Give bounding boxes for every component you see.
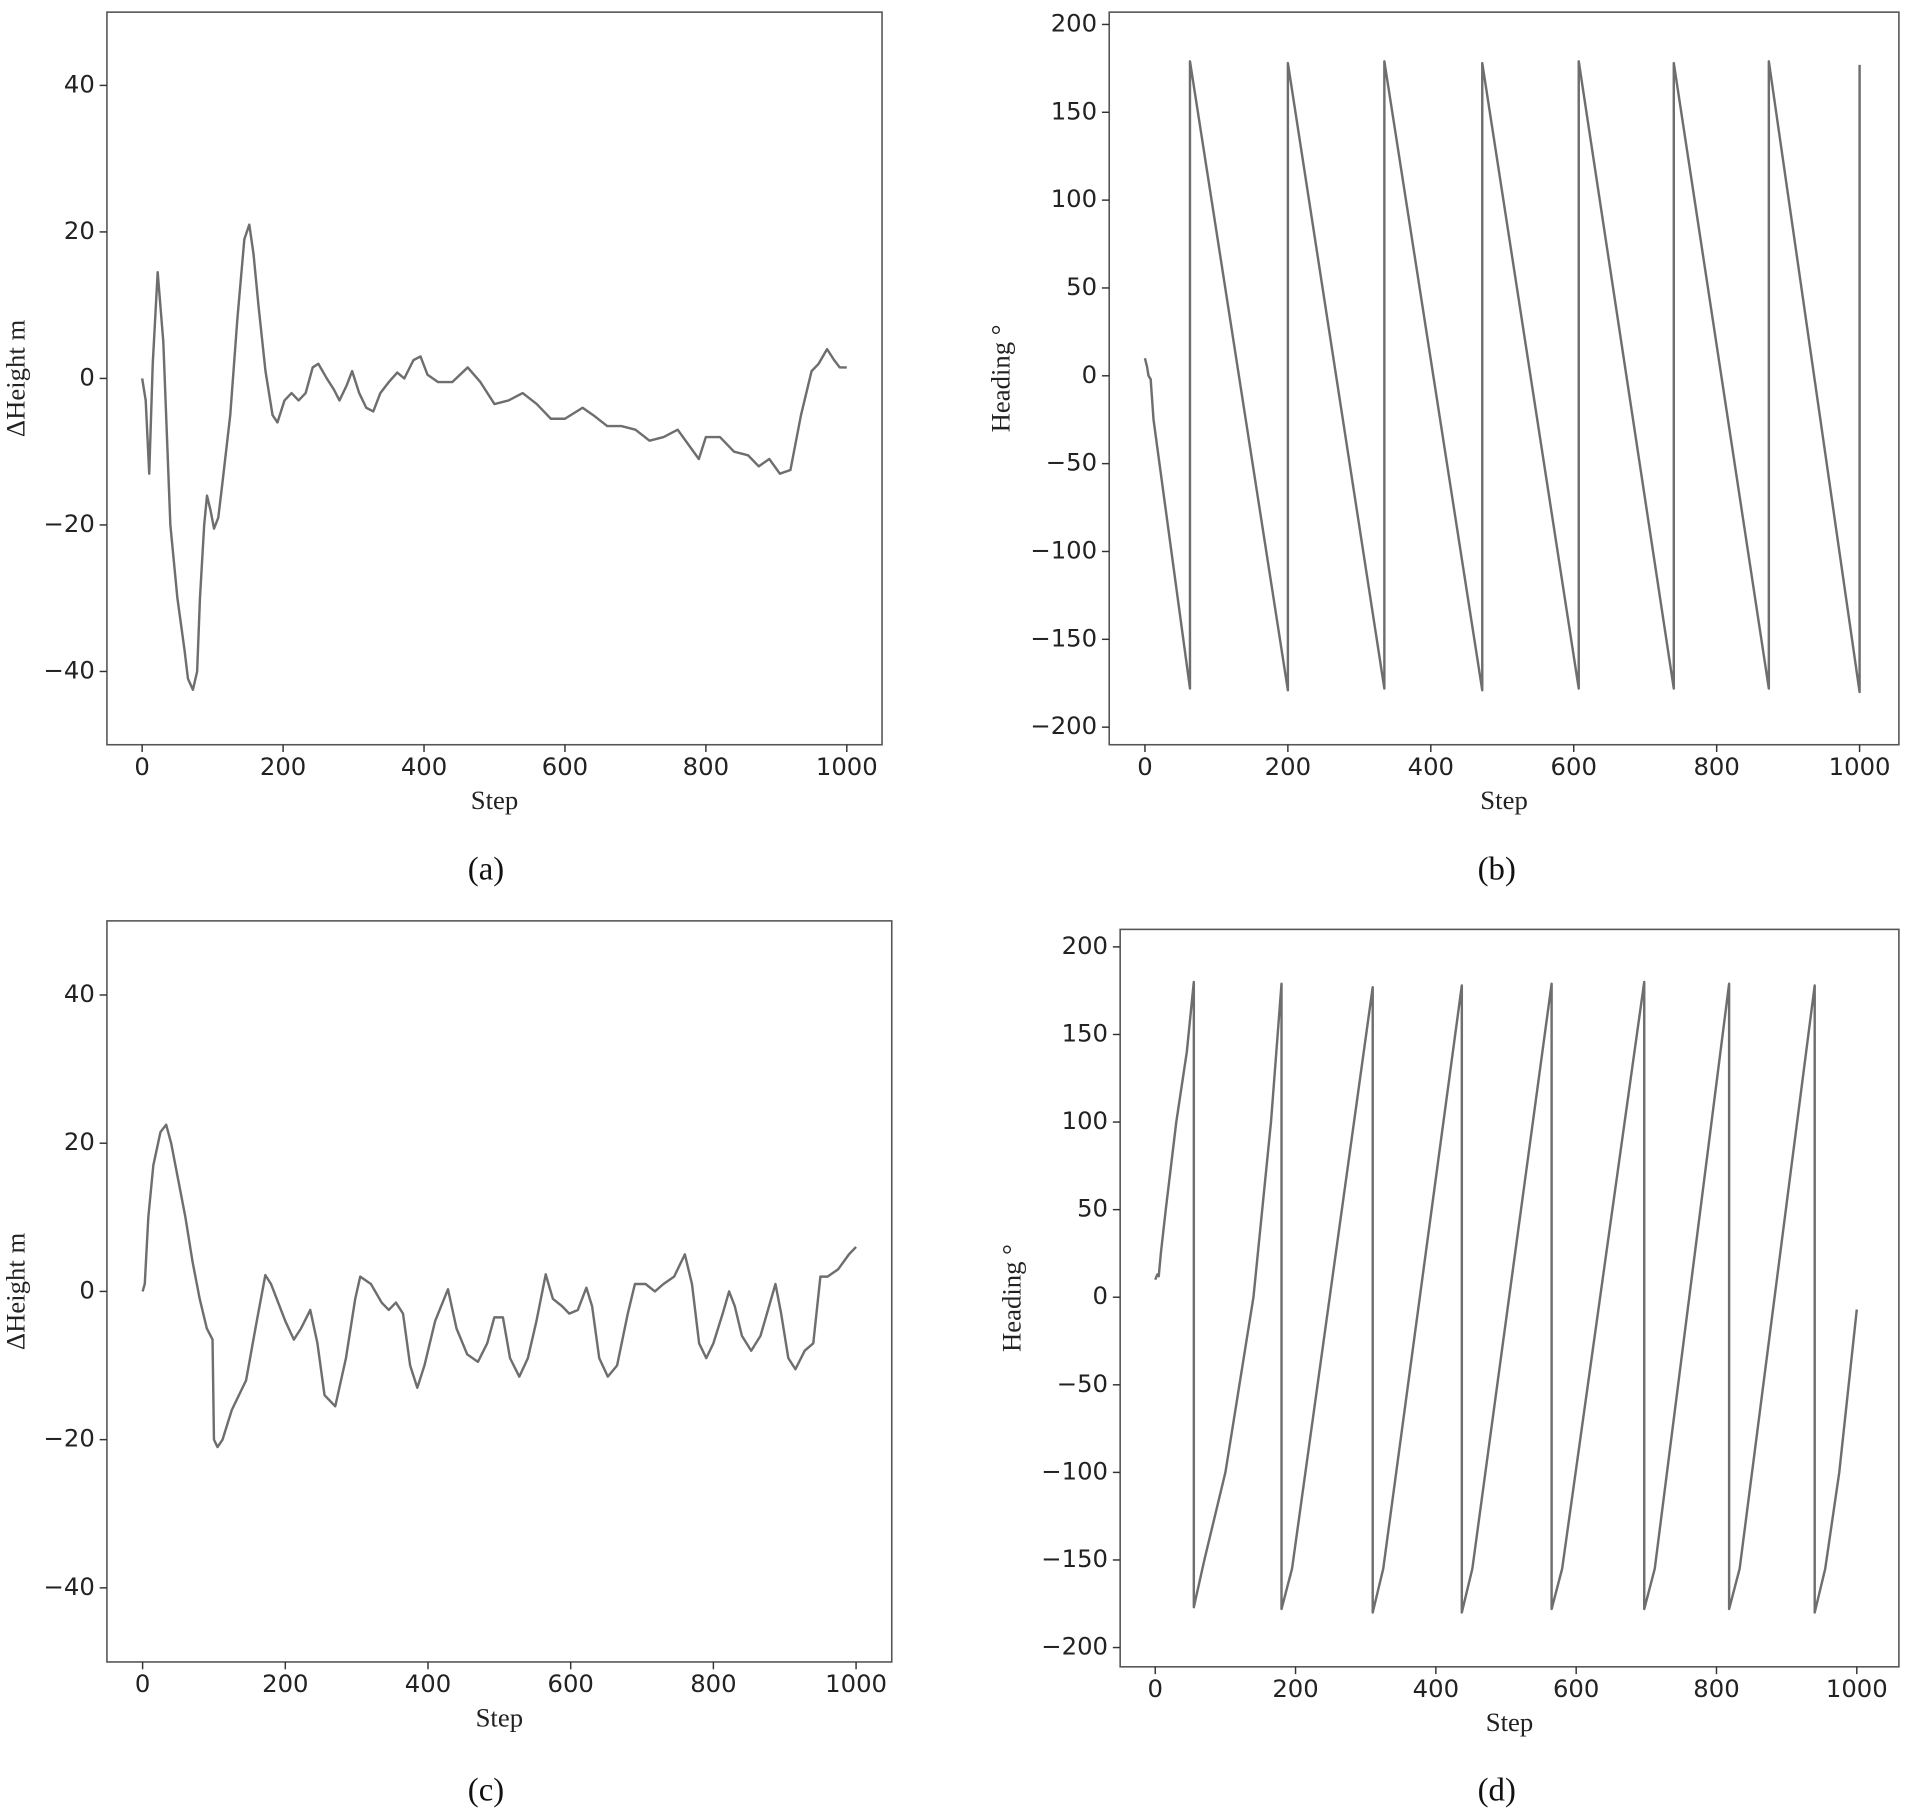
- y-tick-label: 0: [79, 362, 94, 391]
- x-tick-label: 0: [1148, 1674, 1163, 1703]
- x-tick-label: 800: [690, 1669, 736, 1698]
- x-tick-label: 800: [1693, 1674, 1739, 1703]
- subplot: −200 −150 −100 −50 0 50 100 150 200 0 200 400 600 800…: [997, 928, 1900, 1808]
- y-tick-label: 20: [64, 1127, 95, 1156]
- x-tick-label: 1000: [816, 752, 878, 781]
- x-tick-label: 400: [405, 1669, 451, 1698]
- y-axis-label: Heading °: [986, 324, 1016, 432]
- y-tick-label: −50: [1046, 448, 1097, 477]
- y-tick-label: −50: [1057, 1369, 1108, 1398]
- x-axis-label: Step: [476, 1702, 524, 1732]
- y-tick-label: 150: [1051, 96, 1097, 125]
- data-line: [141, 1123, 857, 1449]
- plot-frame: [1108, 11, 1900, 746]
- y-tick-label: −100: [1041, 1456, 1108, 1485]
- x-axis-label: Step: [1486, 1707, 1534, 1737]
- x-tick-label: 400: [1408, 752, 1454, 781]
- x-tick-label: 800: [1693, 752, 1739, 781]
- y-tick-label: 0: [79, 1275, 94, 1304]
- caption: (a): [468, 852, 504, 888]
- y-axis-label: ΔHeight m: [0, 1233, 30, 1351]
- plot-frame: [106, 11, 883, 746]
- y-tick-label: −20: [44, 509, 95, 538]
- y-tick-label: −200: [1030, 711, 1097, 740]
- y-tick-label: −200: [1041, 1632, 1108, 1661]
- x-tick-label: 400: [1413, 1674, 1459, 1703]
- y-tick-label: −100: [1030, 535, 1097, 564]
- y-tick-label: 50: [1077, 1194, 1108, 1223]
- y-tick-label: 150: [1062, 1018, 1108, 1047]
- subplot: −200 −150 −100 −50 0 50 100 150 200 0 200 400 600 800…: [986, 8, 1900, 888]
- y-tick-label: 200: [1051, 8, 1097, 37]
- caption: (c): [468, 1772, 504, 1808]
- x-tick-label: 1000: [825, 1669, 887, 1698]
- y-tick-label: 200: [1062, 931, 1108, 960]
- data-line: [140, 223, 847, 691]
- y-tick-label: 40: [64, 69, 95, 98]
- x-tick-label: 200: [262, 1669, 308, 1698]
- x-tick-label: 800: [683, 752, 729, 781]
- caption: (d): [1478, 1772, 1516, 1808]
- x-tick-label: 400: [401, 752, 447, 781]
- x-axis-label: Step: [471, 785, 519, 815]
- x-tick-label: 600: [1551, 752, 1597, 781]
- y-tick-label: 0: [1082, 360, 1097, 389]
- x-tick-label: 600: [548, 1669, 594, 1698]
- y-tick-label: −20: [44, 1424, 95, 1453]
- y-tick-label: 100: [1062, 1106, 1108, 1135]
- y-tick-label: −40: [44, 655, 95, 684]
- y-tick-label: −40: [44, 1572, 95, 1601]
- x-axis-label: Step: [1480, 785, 1528, 815]
- x-tick-label: 0: [1137, 752, 1152, 781]
- x-tick-label: 600: [1553, 1674, 1599, 1703]
- x-tick-label: 1000: [1826, 1674, 1888, 1703]
- y-tick-label: −150: [1030, 623, 1097, 652]
- data-line: [1143, 60, 1861, 694]
- y-tick-label: 100: [1051, 184, 1097, 213]
- x-tick-label: 600: [542, 752, 588, 781]
- x-tick-label: 1000: [1829, 752, 1891, 781]
- y-tick-label: 0: [1093, 1281, 1108, 1310]
- x-tick-label: 200: [1265, 752, 1311, 781]
- plot-frame: [1119, 928, 1900, 1668]
- y-tick-label: 50: [1066, 272, 1097, 301]
- x-tick-label: 0: [135, 1669, 150, 1698]
- y-tick-label: 20: [64, 216, 95, 245]
- y-axis-label: Heading °: [997, 1244, 1027, 1352]
- y-axis-label: ΔHeight m: [0, 320, 30, 438]
- y-tick-label: −150: [1041, 1544, 1108, 1573]
- y-tick-label: 40: [64, 979, 95, 1008]
- data-line: [1154, 980, 1859, 1614]
- caption: (b): [1478, 852, 1516, 888]
- x-tick-label: 200: [1272, 1674, 1318, 1703]
- x-tick-label: 0: [134, 752, 149, 781]
- x-tick-label: 200: [260, 752, 306, 781]
